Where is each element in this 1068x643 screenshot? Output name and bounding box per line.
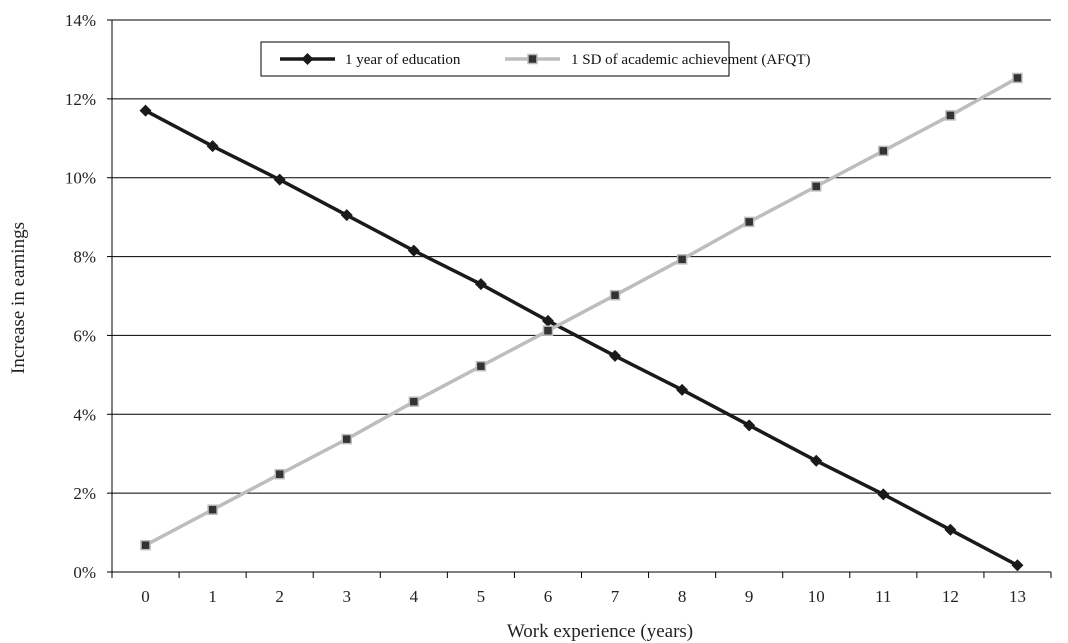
legend-box xyxy=(260,41,730,77)
data-point xyxy=(877,488,890,501)
x-tick-label: 12 xyxy=(942,587,959,606)
series-layer xyxy=(139,72,1024,572)
data-point xyxy=(810,454,823,467)
y-tick-label: 2% xyxy=(73,484,96,503)
x-tick-label: 11 xyxy=(875,587,891,606)
data-point xyxy=(474,278,487,291)
x-axis-ticks: 0 1 2 3 4 5 6 7 8 9 10 11 12 13 xyxy=(111,572,1052,606)
x-tick-label: 1 xyxy=(208,587,217,606)
data-point xyxy=(676,254,688,265)
series-line xyxy=(144,76,1019,547)
y-tick-label: 0% xyxy=(73,563,96,582)
data-point xyxy=(340,209,353,222)
y-axis-ticks: 0% 2% 4% 6% 8% 10% 12% 14% xyxy=(65,11,112,582)
legend-label: 1 SD of academic achievement (AFQT) xyxy=(571,52,811,68)
series-line xyxy=(144,109,1019,567)
x-tick-label: 2 xyxy=(275,587,284,606)
data-point xyxy=(609,289,621,301)
data-point xyxy=(207,504,218,515)
x-tick-label: 3 xyxy=(343,587,352,606)
data-point xyxy=(341,433,352,445)
legend-label: 1 year of education xyxy=(345,52,461,68)
x-axis-title: Work experience (years) xyxy=(507,621,693,642)
data-point xyxy=(1011,559,1024,572)
series-1 xyxy=(139,104,1024,572)
data-point xyxy=(139,104,152,117)
data-point xyxy=(140,539,151,551)
series-2 xyxy=(140,72,1023,551)
legend-swatch-marker xyxy=(527,53,538,65)
y-tick-label: 6% xyxy=(73,326,96,345)
data-point xyxy=(541,314,554,327)
data-point xyxy=(743,419,756,432)
data-point xyxy=(944,523,957,536)
y-tick-label: 12% xyxy=(65,90,96,109)
x-tick-label: 4 xyxy=(410,587,419,606)
data-point xyxy=(878,145,889,157)
legend: 1 year of education 1 SD of academic achi… xyxy=(260,41,811,77)
data-point xyxy=(206,140,219,153)
data-point xyxy=(609,349,622,362)
x-tick-label: 10 xyxy=(808,587,825,606)
data-point xyxy=(475,360,487,372)
x-tick-label: 0 xyxy=(141,587,150,606)
legend-item-2: 1 SD of academic achievement (AFQT) xyxy=(505,52,811,68)
x-tick-label: 5 xyxy=(477,587,486,606)
data-point xyxy=(945,110,956,121)
x-tick-label: 7 xyxy=(611,587,620,606)
y-tick-label: 8% xyxy=(73,248,96,267)
data-point xyxy=(408,396,420,407)
gridlines xyxy=(112,19,1051,494)
x-tick-label: 6 xyxy=(544,587,553,606)
data-point xyxy=(273,173,286,186)
x-tick-label: 9 xyxy=(745,587,754,606)
legend-item-1: 1 year of education xyxy=(280,52,461,68)
data-point xyxy=(274,468,285,480)
data-point xyxy=(743,216,755,228)
legend-swatch-marker xyxy=(301,53,314,65)
x-tick-label: 8 xyxy=(678,587,687,606)
data-point xyxy=(407,244,420,257)
y-axis-title: Increase in earnings xyxy=(8,222,29,374)
y-tick-label: 10% xyxy=(65,169,96,188)
y-tick-label: 14% xyxy=(65,11,96,30)
data-point xyxy=(811,181,822,192)
data-point xyxy=(1012,72,1023,84)
x-tick-label: 13 xyxy=(1009,587,1026,606)
data-point xyxy=(542,325,554,336)
data-point xyxy=(676,383,689,396)
y-tick-label: 4% xyxy=(73,405,96,424)
